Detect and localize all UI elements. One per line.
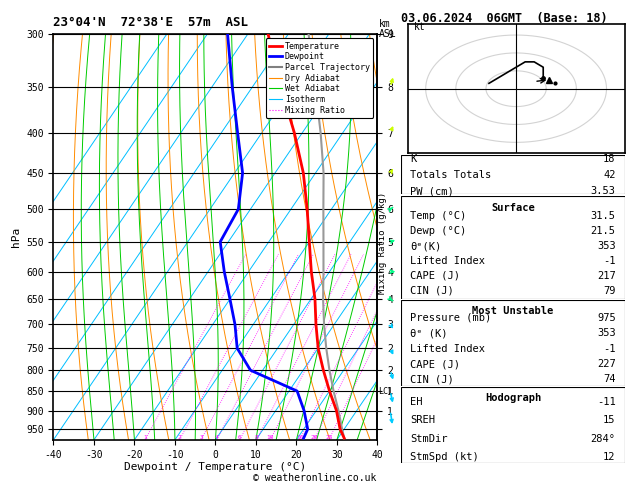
Text: SREH: SREH (410, 416, 435, 425)
X-axis label: Dewpoint / Temperature (°C): Dewpoint / Temperature (°C) (125, 462, 306, 472)
Text: Most Unstable: Most Unstable (472, 306, 554, 316)
Text: PW (cm): PW (cm) (410, 186, 454, 196)
Text: 3: 3 (199, 435, 203, 440)
Text: 15: 15 (603, 416, 616, 425)
Text: 03.06.2024  06GMT  (Base: 18): 03.06.2024 06GMT (Base: 18) (401, 12, 608, 25)
Text: 74: 74 (603, 375, 616, 384)
Text: Dewp (°C): Dewp (°C) (410, 226, 467, 236)
Text: Totals Totals: Totals Totals (410, 170, 491, 180)
Text: 3.53: 3.53 (591, 186, 616, 196)
Text: 79: 79 (603, 286, 616, 295)
Text: 31.5: 31.5 (591, 211, 616, 222)
Text: km: km (379, 19, 391, 29)
Text: θᵉ(K): θᵉ(K) (410, 241, 442, 251)
Text: 20: 20 (311, 435, 318, 440)
Text: Surface: Surface (491, 203, 535, 213)
Text: © weatheronline.co.uk: © weatheronline.co.uk (253, 472, 376, 483)
Text: CIN (J): CIN (J) (410, 375, 454, 384)
Text: Pressure (mb): Pressure (mb) (410, 312, 491, 323)
Text: θᵉ (K): θᵉ (K) (410, 328, 448, 338)
Text: -1: -1 (603, 344, 616, 353)
Text: 284°: 284° (591, 434, 616, 444)
Text: CAPE (J): CAPE (J) (410, 359, 460, 369)
Text: 25: 25 (325, 435, 333, 440)
Text: 353: 353 (597, 241, 616, 251)
Text: kt: kt (414, 22, 425, 32)
Text: CIN (J): CIN (J) (410, 286, 454, 295)
Text: StmDir: StmDir (410, 434, 448, 444)
Text: 23°04'N  72°38'E  57m  ASL: 23°04'N 72°38'E 57m ASL (53, 16, 248, 29)
Text: 227: 227 (597, 359, 616, 369)
Text: -11: -11 (597, 398, 616, 407)
Text: CAPE (J): CAPE (J) (410, 271, 460, 281)
Text: LCL: LCL (379, 386, 394, 396)
Text: Temp (°C): Temp (°C) (410, 211, 467, 222)
Text: 18: 18 (603, 155, 616, 164)
Text: Hodograph: Hodograph (485, 393, 541, 402)
Text: -1: -1 (603, 256, 616, 266)
Text: Lifted Index: Lifted Index (410, 344, 485, 353)
Text: ASL: ASL (379, 29, 396, 39)
Text: 16: 16 (296, 435, 303, 440)
Legend: Temperature, Dewpoint, Parcel Trajectory, Dry Adiabat, Wet Adiabat, Isotherm, Mi: Temperature, Dewpoint, Parcel Trajectory… (265, 38, 373, 118)
Text: 2: 2 (178, 435, 182, 440)
Text: 10: 10 (267, 435, 274, 440)
Text: 12: 12 (603, 451, 616, 462)
Text: Mixing Ratio (g/kg): Mixing Ratio (g/kg) (378, 192, 387, 294)
Text: StmSpd (kt): StmSpd (kt) (410, 451, 479, 462)
Text: Lifted Index: Lifted Index (410, 256, 485, 266)
Text: 4: 4 (215, 435, 219, 440)
Text: 8: 8 (255, 435, 259, 440)
Y-axis label: hPa: hPa (11, 227, 21, 247)
Text: 21.5: 21.5 (591, 226, 616, 236)
Text: 353: 353 (597, 328, 616, 338)
Text: K: K (410, 155, 416, 164)
Text: 975: 975 (597, 312, 616, 323)
Text: EH: EH (410, 398, 423, 407)
Text: 217: 217 (597, 271, 616, 281)
Text: 42: 42 (603, 170, 616, 180)
Text: 6: 6 (238, 435, 242, 440)
Text: 1: 1 (143, 435, 147, 440)
